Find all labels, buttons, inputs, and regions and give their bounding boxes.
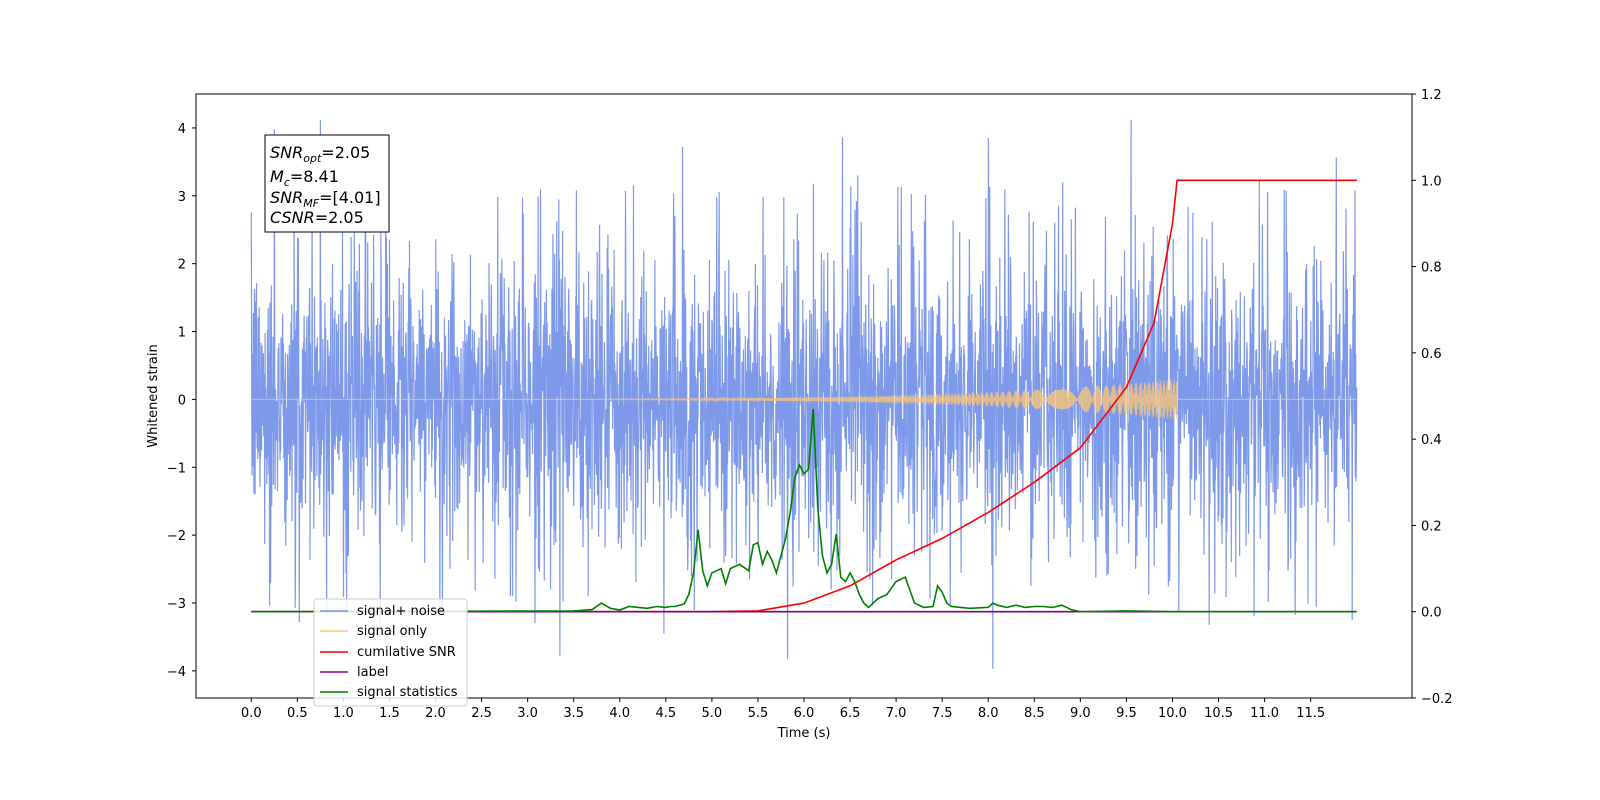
y-axis-right: 1.2 1.0 0.8 0.6 0.4 0.2 0.0 −0.2	[1412, 88, 1453, 707]
x-tick-label: 3.5	[563, 706, 584, 721]
y-tick-label: −3	[167, 597, 186, 612]
x-tick-label: 1.0	[333, 706, 354, 721]
svg-text:label: label	[357, 665, 388, 680]
x-tick-label: 5.5	[748, 706, 769, 721]
x-tick-label: 0.5	[287, 706, 308, 721]
legend-item-cumulative-snr: cumilative SNR	[320, 645, 456, 660]
x-tick-label: 2.5	[471, 706, 492, 721]
x-tick-label: 8.5	[1024, 706, 1045, 721]
y-tick-label: 4	[178, 122, 186, 137]
x-tick-label: 3.0	[517, 706, 538, 721]
x-tick-label: 9.5	[1116, 706, 1137, 721]
x-tick-label: 7.0	[886, 706, 907, 721]
y2-tick-label: 1.2	[1421, 88, 1442, 103]
plot-area	[250, 119, 1358, 669]
x-tick-label: 4.5	[655, 706, 676, 721]
x-tick-label: 6.5	[840, 706, 861, 721]
y-tick-label: −4	[167, 665, 186, 680]
x-tick-label: 7.5	[932, 706, 953, 721]
series-signal-only	[251, 379, 1357, 420]
x-tick-label: 5.0	[702, 706, 723, 721]
y-tick-label: 1	[178, 326, 186, 341]
y2-tick-label: 1.0	[1421, 174, 1442, 189]
legend-item-signal-statistics: signal statistics	[320, 685, 458, 700]
x-tick-label: 9.0	[1070, 706, 1091, 721]
series-signal-statistics	[251, 408, 1357, 613]
x-tick-label: 4.0	[609, 706, 630, 721]
legend: signal+ noise signal only cumilative SNR…	[313, 598, 468, 707]
x-tick-label: 11.0	[1250, 706, 1279, 721]
y2-tick-label: −0.2	[1421, 692, 1453, 707]
x-tick-label: 10.0	[1158, 706, 1187, 721]
x-tick-label: 0.0	[241, 706, 262, 721]
y-tick-label: 2	[178, 258, 186, 273]
y2-tick-label: 0.2	[1421, 519, 1442, 534]
y2-tick-label: 0.0	[1421, 606, 1442, 621]
x-axis: 0.0 0.5 1.0 1.5 2.0 2.5 3.0 3.5 4.0 4.5 5.0 5.5 6.0 6…	[241, 698, 1325, 721]
x-axis-label: Time (s)	[777, 726, 831, 741]
annotation-snr-mf: SNRMF=[4.01]	[270, 188, 381, 210]
y-tick-label: −1	[167, 461, 186, 476]
x-tick-label: 11.5	[1296, 706, 1325, 721]
y-tick-label: 0	[178, 393, 186, 408]
svg-text:signal statistics: signal statistics	[357, 685, 458, 700]
y-tick-label: −2	[167, 529, 186, 544]
x-tick-label: 8.0	[978, 706, 999, 721]
plot-frame	[195, 93, 1413, 699]
y-tick-label: 3	[178, 190, 186, 205]
x-tick-label: 1.5	[379, 706, 400, 721]
x-tick-label: 6.0	[794, 706, 815, 721]
x-tick-label: 10.5	[1204, 706, 1233, 721]
x-tick-label: 2.0	[425, 706, 446, 721]
y2-tick-label: 0.4	[1421, 433, 1442, 448]
y-axis-label: Whitened strain	[146, 344, 161, 447]
series-signal-noise	[250, 119, 1358, 669]
annotation-mc: Mc=8.41	[270, 167, 339, 189]
svg-text:signal only: signal only	[357, 624, 427, 639]
svg-text:cumilative SNR: cumilative SNR	[357, 645, 456, 660]
svg-text:signal+ noise: signal+ noise	[357, 604, 445, 619]
series-cumulative-snr	[251, 179, 1357, 613]
y2-tick-label: 0.8	[1421, 261, 1442, 276]
annotation-box: SNRopt=2.05 Mc=8.41 SNRMF=[4.01] CSNR=2.…	[264, 134, 390, 233]
annotation-snr-opt: SNRopt=2.05	[270, 143, 370, 165]
annotation-csnr: CSNR=2.05	[270, 208, 364, 227]
legend-item-signal-only: signal only	[320, 624, 427, 639]
y-axis-left: 4 3 2 1 0 −1 −2 −3 −4	[167, 122, 196, 680]
legend-item-label: label	[320, 665, 388, 680]
legend-item-signal-noise: signal+ noise	[320, 604, 445, 619]
y2-tick-label: 0.6	[1421, 347, 1442, 362]
